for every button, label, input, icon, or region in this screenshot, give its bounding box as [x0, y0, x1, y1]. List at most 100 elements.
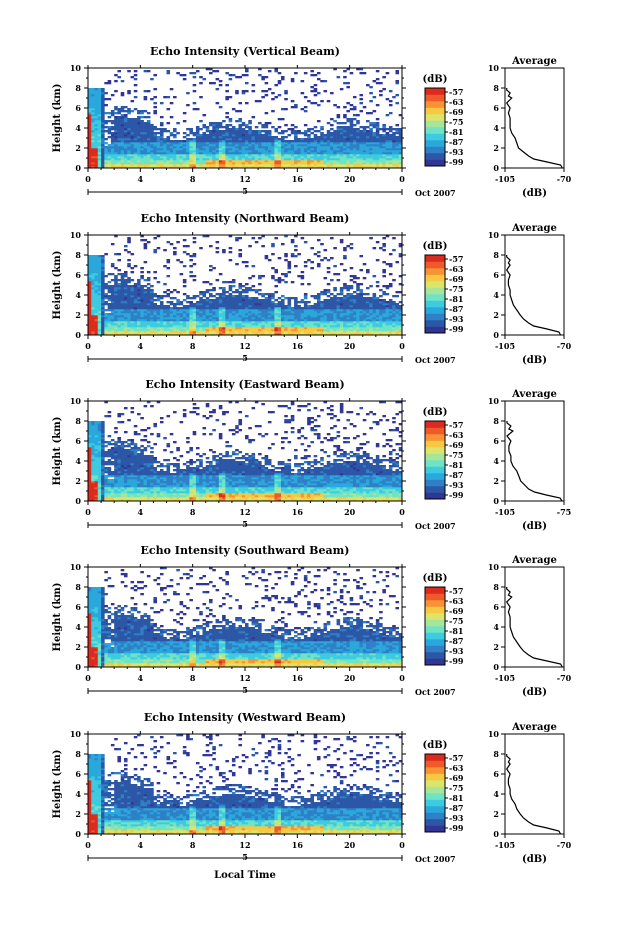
heatmap-cell: [195, 152, 200, 155]
heatmap-cell: [241, 154, 246, 157]
heatmap-cell: [159, 130, 164, 133]
heatmap-cell: [225, 303, 229, 306]
heatmap-cell: [110, 120, 115, 123]
heatmap-cell: [94, 263, 99, 266]
heatmap-cell: [215, 303, 220, 306]
heatmap-cell: [245, 317, 249, 320]
heatmap-cell: [195, 321, 200, 324]
heatmap-cell: [369, 164, 373, 167]
heatmap-cell: [110, 295, 115, 298]
heatmap-cell: [91, 293, 95, 296]
heatmap-cell: [143, 295, 148, 298]
heatmap-cell: [107, 329, 112, 332]
heatmap-cell: [120, 156, 125, 159]
heatmap-cell: [107, 116, 112, 119]
heatmap-cell: [222, 331, 226, 334]
heatmap-cell: [186, 323, 190, 326]
heatmap-cell: [212, 301, 216, 304]
heatmap-cell: [133, 96, 138, 99]
heatmap-cell: [218, 305, 223, 308]
heatmap-cell: [313, 315, 318, 318]
x-tick-label: 20: [344, 341, 356, 351]
heatmap-cell: [120, 321, 125, 324]
heatmap-cell: [146, 319, 151, 322]
heatmap-cell: [326, 321, 331, 324]
heatmap-cell: [137, 122, 141, 125]
heatmap-cell: [205, 305, 210, 308]
heatmap-cell: [235, 329, 239, 332]
heatmap-cell: [176, 152, 180, 155]
heatmap-cell: [392, 144, 396, 147]
heatmap-cell: [343, 162, 347, 165]
heatmap-cell: [209, 132, 213, 135]
heatmap-cell: [209, 245, 213, 248]
heatmap-cell: [137, 158, 141, 161]
heatmap-cell: [195, 331, 200, 334]
heatmap-cell: [372, 293, 377, 296]
heatmap-cell: [277, 321, 282, 324]
heatmap-cell: [382, 124, 386, 127]
heatmap-cell: [107, 162, 112, 165]
heatmap-cell: [189, 315, 193, 318]
heatmap-cell: [258, 325, 262, 328]
heatmap-cell: [352, 319, 357, 322]
heatmap-cell: [173, 317, 177, 320]
heatmap-cell: [202, 299, 207, 302]
heatmap-cell: [130, 140, 135, 143]
heatmap-cell: [91, 303, 95, 306]
heatmap-cell: [163, 323, 167, 326]
heatmap-cell: [267, 140, 272, 143]
heatmap-cell: [199, 142, 203, 145]
heatmap-cell: [195, 108, 200, 111]
heatmap-cell: [195, 319, 200, 322]
heatmap-cell: [375, 309, 380, 312]
heatmap-cell: [231, 74, 236, 77]
heatmap-cell: [110, 126, 115, 129]
heatmap-cell: [228, 285, 233, 288]
heatmap-cell: [107, 154, 112, 157]
heatmap-cell: [271, 92, 275, 95]
heatmap-cell: [104, 122, 108, 125]
heatmap-cell: [231, 327, 236, 330]
heatmap-cell: [339, 144, 344, 147]
heatmap-cell: [339, 140, 344, 143]
heatmap-cell: [94, 138, 99, 141]
heatmap-cell: [235, 132, 239, 135]
heatmap-cell: [179, 142, 184, 145]
heatmap-cell: [150, 285, 154, 288]
heatmap-cell: [280, 299, 285, 302]
heatmap-cell: [310, 140, 314, 143]
heatmap-cell: [366, 321, 370, 324]
heatmap-cell: [271, 301, 275, 304]
heatmap-cell: [385, 317, 390, 320]
heatmap-cell: [245, 126, 249, 129]
heatmap-cell: [114, 112, 118, 115]
heatmap-cell: [284, 166, 288, 169]
heatmap-cell: [130, 289, 135, 292]
heatmap-cell: [333, 160, 337, 163]
heatmap-cell: [189, 158, 193, 161]
heatmap-cell: [166, 241, 171, 244]
heatmap-cell: [127, 124, 131, 127]
heatmap-cell: [379, 305, 383, 308]
heatmap-cell: [392, 319, 396, 322]
heatmap-cell: [143, 327, 148, 330]
heatmap-cell: [261, 333, 265, 336]
heatmap-cell: [199, 160, 203, 163]
heatmap-cell: [218, 156, 223, 159]
heatmap-cell: [182, 239, 187, 242]
heatmap-cell: [159, 138, 164, 141]
heatmap-cell: [267, 297, 272, 300]
heatmap-cell: [104, 313, 108, 316]
heatmap-cell: [369, 166, 373, 169]
heatmap-cell: [114, 311, 118, 314]
heatmap-cell: [300, 301, 305, 304]
heatmap-cell: [117, 166, 122, 169]
heatmap-cell: [101, 283, 105, 286]
heatmap-cell: [143, 132, 148, 135]
heatmap-cell: [261, 323, 265, 326]
heatmap-cell: [117, 259, 122, 262]
heatmap-cell: [382, 319, 386, 322]
heatmap-cell: [264, 303, 269, 306]
heatmap-cell: [352, 303, 357, 306]
